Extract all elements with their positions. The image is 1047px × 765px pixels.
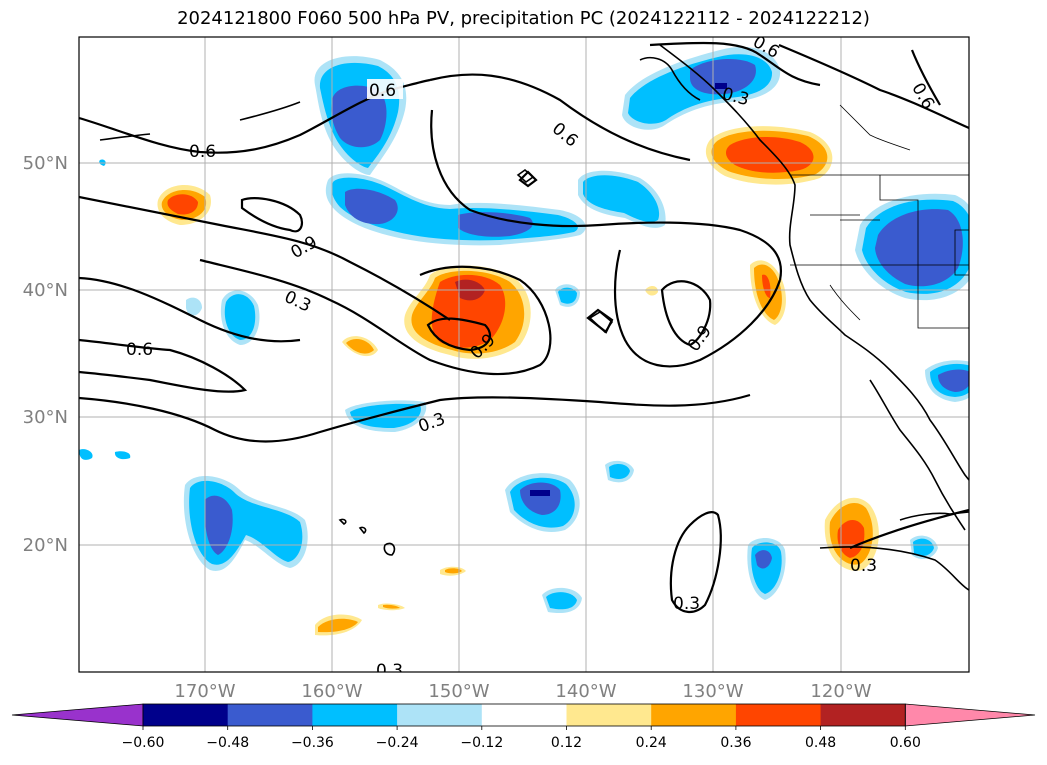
contour-label: 0.6 [189,142,216,162]
map-area [79,37,969,672]
map-title: 2024121800 F060 500 hPa PV, precipitatio… [177,8,870,29]
lat-axis: 50°N 40°N 30°N 20°N [23,153,68,556]
colorbar-tick-label: −0.60 [122,735,165,751]
colorbar-segment [397,704,483,726]
lon-tick-label: 140°W [555,681,616,702]
lat-tick-label: 50°N [23,153,68,174]
precip-shading [79,46,969,636]
colorbar-segment [566,704,652,726]
map-content: 0.6 0.6 0.6 0.3 0.6 0.9 0.3 0.6 0.9 0.9 … [79,37,969,681]
colorbar-outline [142,703,906,727]
lon-tick-label: 120°W [810,681,871,702]
colorbar-tick-label: −0.36 [291,735,334,751]
colorbar-segment [735,704,822,726]
colorbar-extend-low [11,703,144,727]
colorbar-tick-label: 0.36 [720,735,751,751]
lat-tick-label: 40°N [23,280,68,301]
lon-tick-label: 170°W [174,681,235,702]
contour-label: 0.6 [126,340,153,360]
grid-lines [79,37,969,672]
borders [790,104,969,329]
colorbar-extend-high [904,703,1036,727]
map-border [78,36,970,673]
colorbar-tick-label: 0.48 [805,735,836,751]
contour-label: 0.3 [850,556,877,576]
contour-label: 0.6 [369,81,396,101]
lon-tick-label: 160°W [301,681,362,702]
colorbar-segment [312,704,398,726]
colorbar: −0.60 −0.48 −0.36 −0.24 −0.12 0.12 0.24 0.36 0.4… [11,703,1036,751]
lon-axis: 170°W 160°W 150°W 140°W 130°W 120°W [174,681,871,702]
colorbar-tick-label: 0.12 [551,735,582,751]
colorbar-tick-label: 0.60 [890,735,921,751]
colorbar-tick-label: 0.24 [636,735,667,751]
lat-tick-label: 20°N [23,535,68,556]
colorbar-segment [227,704,313,726]
colorbar-tick-label: −0.12 [460,735,503,751]
pv-contours [79,41,969,613]
colorbar-segment [820,704,906,726]
colorbar-tick-label: −0.24 [376,735,419,751]
lon-tick-label: 150°W [428,681,489,702]
colorbar-segment [481,704,567,726]
colorbar-segment [143,704,229,726]
lat-tick-label: 30°N [23,407,68,428]
colorbar-segment [651,704,737,726]
contour-label: 0.3 [376,661,403,681]
colorbar-tick-label: −0.48 [206,735,249,751]
contour-label: 0.3 [673,594,700,614]
lon-tick-label: 130°W [682,681,743,702]
